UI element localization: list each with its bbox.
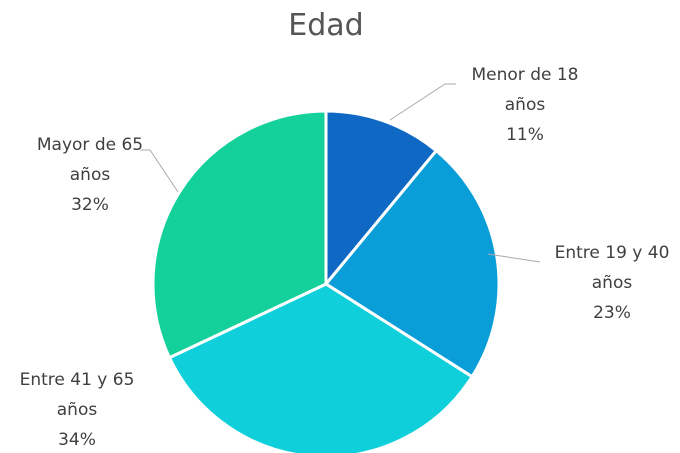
value-label: 32% bbox=[71, 195, 109, 215]
pie-slice bbox=[324, 109, 439, 289]
slice-label: Mayor de 65 años bbox=[36, 135, 144, 185]
slices bbox=[151, 109, 501, 453]
slice-label: Entre 19 y 40 años bbox=[554, 243, 670, 293]
leader-line bbox=[487, 253, 541, 263]
slice-label: Entre 41 y 65 años bbox=[19, 370, 135, 420]
pie-slice bbox=[167, 282, 475, 453]
pie-slice bbox=[151, 109, 328, 360]
leader-line bbox=[140, 149, 179, 193]
value-label: 23% bbox=[593, 303, 631, 323]
value-label: 34% bbox=[58, 430, 96, 450]
chart-title: Edad bbox=[288, 8, 364, 43]
value-label: 11% bbox=[506, 125, 544, 145]
slice-label: Menor de 18 años bbox=[471, 65, 579, 115]
pie-slice bbox=[323, 148, 501, 379]
leader-line bbox=[389, 83, 456, 121]
